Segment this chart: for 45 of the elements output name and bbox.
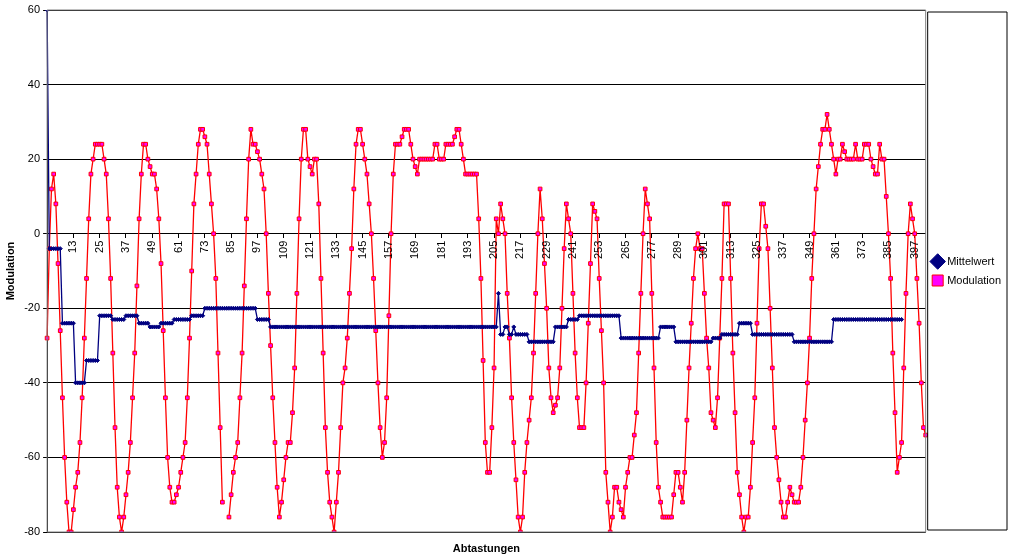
x-tick-label: 109 [276,240,289,260]
x-tick-label: 37 [119,240,132,253]
x-tick-label: 181 [434,240,447,260]
x-tick-label: 193 [460,240,473,260]
x-tick-label: 397 [907,240,920,260]
x-tick-label: 289 [671,240,684,260]
y-tick-label: -60 [24,450,41,463]
x-tick-label: 265 [618,240,631,260]
x-axis-title: Abtastungen [452,541,521,554]
legend-label: Modulation [947,273,1002,286]
x-tick-label: 133 [329,240,342,260]
x-tick-label: 157 [381,240,394,260]
y-tick-label: 40 [27,77,41,90]
x-tick-label: 313 [723,240,736,260]
x-tick-label: 217 [513,240,526,260]
x-tick-label: 229 [539,240,552,260]
x-tick-label: 301 [697,240,710,260]
x-tick-label: 145 [355,240,368,260]
x-tick-label: 385 [881,240,894,260]
x-tick-label: 49 [145,240,158,253]
y-tick-label: 0 [33,226,41,239]
x-tick-label: 277 [644,240,657,260]
x-tick-label: 253 [592,240,605,260]
x-tick-label: 61 [171,240,184,253]
x-tick-label: 337 [776,240,789,260]
y-tick-label: -40 [24,375,41,388]
y-tick-label: -20 [24,301,41,314]
x-tick-label: 13 [66,240,79,253]
x-tick-label: 325 [750,240,763,260]
x-tick-label: 361 [828,240,841,260]
x-tick-label: 373 [855,240,868,260]
y-axis-title: Modulation [3,241,16,301]
x-tick-label: 85 [224,240,237,253]
x-tick-label: 169 [408,240,421,260]
x-tick-label: 241 [565,240,578,260]
x-tick-label: 349 [802,240,815,260]
x-tick-label: 25 [92,240,105,253]
x-tick-label: 205 [487,240,500,260]
x-tick-label: 121 [303,240,316,260]
y-tick-label: 20 [27,152,41,165]
y-tick-label: -80 [24,525,41,538]
x-tick-label: 97 [250,240,263,253]
x-tick-label: 73 [197,240,210,253]
y-tick-label: 60 [27,3,41,16]
legend-label: Mittelwert [947,254,995,267]
